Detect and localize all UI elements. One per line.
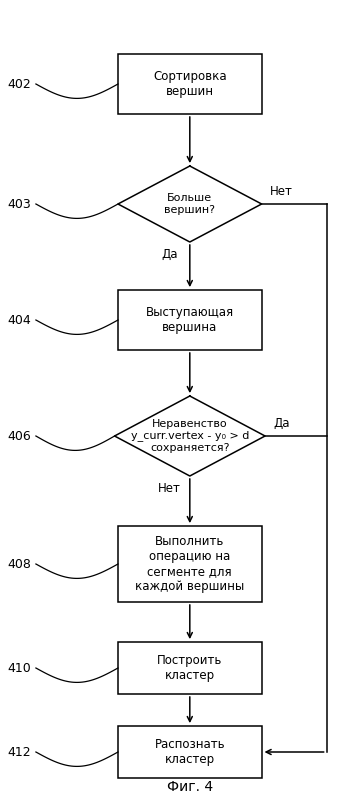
Text: 412: 412 [7,746,31,758]
Text: Фиг. 4: Фиг. 4 [167,779,213,794]
Text: Построить
кластер: Построить кластер [157,654,223,682]
Bar [118,526,262,602]
Text: 410: 410 [7,662,31,674]
Text: Неравенство
y_curr.vertex - y₀ > d
сохраняется?: Неравенство y_curr.vertex - y₀ > d сохра… [131,419,249,453]
Text: Распознать
кластер: Распознать кластер [155,738,225,766]
Text: 402: 402 [7,78,31,90]
Text: Больше
вершин?: Больше вершин? [164,194,215,214]
Text: 408: 408 [7,558,31,570]
Text: Нет: Нет [270,185,293,198]
Text: Да: Да [161,248,177,262]
Text: Выступающая
вершина: Выступающая вершина [146,306,234,334]
Text: Выполнить
операцию на
сегменте для
каждой вершины: Выполнить операцию на сегменте для каждо… [135,535,245,593]
Bar [118,726,262,778]
Text: 403: 403 [7,198,31,210]
Text: Нет: Нет [158,482,181,495]
Text: Да: Да [274,417,290,430]
Bar [118,642,262,694]
Text: Сортировка
вершин: Сортировка вершин [153,70,227,98]
Bar [118,54,262,114]
Bar [118,290,262,350]
Text: 406: 406 [7,430,31,442]
Text: 404: 404 [7,314,31,326]
